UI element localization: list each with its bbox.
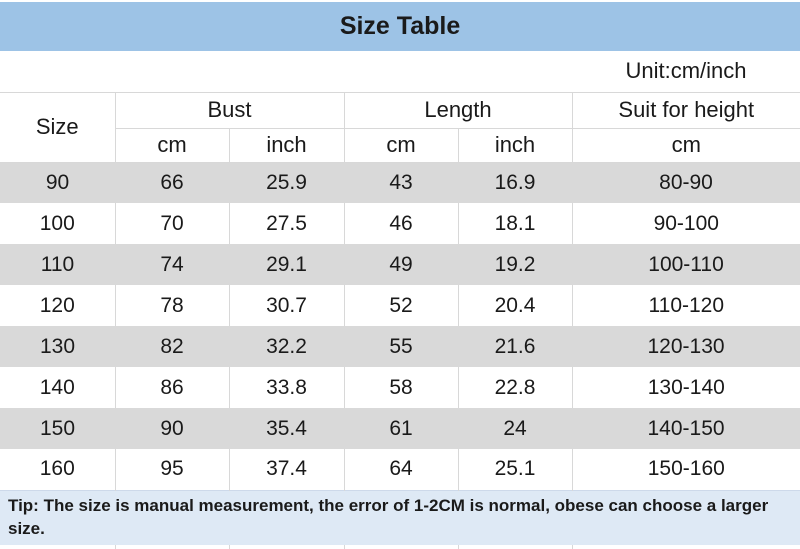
cell-length-inch: 18.1 (457, 203, 572, 244)
cell-length-cm: 55 (344, 326, 458, 367)
cell-bust-cm: 82 (115, 326, 229, 367)
col-header-suit-for-height: Suit for height (571, 91, 800, 129)
cell-height-cm: 90-100 (571, 203, 800, 244)
header-sub-row: cm inch cm inch cm (0, 127, 800, 163)
partial-row-cell (343, 544, 458, 549)
cell-bust-inch: 27.5 (228, 203, 344, 244)
cell-length-cm: 49 (344, 244, 458, 285)
subheader-bust-inch: inch (228, 127, 345, 163)
cell-height-cm: 110-120 (571, 285, 800, 326)
partial-next-row (0, 544, 800, 549)
cell-bust-inch: 29.1 (229, 244, 344, 285)
tip-note: Tip: The size is manual measurement, the… (0, 489, 800, 545)
cell-height-cm: 100-110 (572, 244, 800, 285)
cell-height-cm: 80-90 (572, 162, 800, 203)
size-rows: 90 66 25.9 43 16.9 80-90 100 70 27.5 46 … (0, 162, 800, 490)
cell-size: 100 (39, 211, 75, 235)
cell-bust-cm: 86 (114, 367, 229, 408)
subheader-length-inch: inch (457, 127, 573, 163)
cell-height-cm: 140-150 (572, 408, 800, 449)
tip-row: Tip: The size is manual measurement, the… (0, 489, 800, 545)
unit-row-spacer (0, 51, 572, 93)
col-header-size: Size (0, 91, 116, 163)
cell-length-inch: 22.8 (457, 367, 572, 408)
partial-row-cell (114, 544, 229, 549)
cell-bust-inch: 35.4 (229, 408, 344, 449)
cell-bust-inch: 25.9 (229, 162, 344, 203)
header-group-row: Size Bust Length Suit for height (0, 91, 800, 163)
cell-bust-inch: 33.8 (228, 367, 344, 408)
table-row: 140 86 33.8 58 22.8 130-140 (0, 367, 800, 408)
cell-size: 120 (39, 293, 75, 317)
cell-length-cm: 52 (343, 285, 458, 326)
cell-height-cm: 120-130 (572, 326, 800, 367)
title-row: Size Table (0, 2, 800, 51)
cell-length-cm: 64 (343, 449, 458, 490)
table-title: Size Table (0, 2, 800, 51)
cell-bust-inch: 37.4 (228, 449, 344, 490)
cell-size: 160 (39, 457, 75, 481)
subheader-length-cm: cm (343, 127, 459, 163)
unit-label: Unit:cm/inch (572, 51, 800, 93)
cell-bust-cm: 70 (114, 203, 229, 244)
partial-row-cell (0, 544, 115, 549)
col-header-bust: Bust (114, 91, 345, 129)
cell-bust-cm: 90 (115, 408, 229, 449)
cell-length-cm: 61 (344, 408, 458, 449)
cell-length-inch: 20.4 (457, 285, 572, 326)
cell-height-cm: 150-160 (571, 449, 800, 490)
cell-length-inch: 21.6 (458, 326, 572, 367)
partial-row-cell (571, 544, 800, 549)
partial-row-cell (457, 544, 572, 549)
table-row: 160 95 37.4 64 25.1 150-160 (0, 449, 800, 490)
cell-size: 140 (39, 375, 75, 399)
cell-length-inch: 25.1 (457, 449, 572, 490)
partial-row-cell (228, 544, 344, 549)
cell-length-inch: 24 (458, 408, 572, 449)
cell-length-cm: 46 (343, 203, 458, 244)
cell-bust-inch: 30.7 (228, 285, 344, 326)
cell-length-cm: 43 (344, 162, 458, 203)
cell-height-cm: 130-140 (571, 367, 800, 408)
table-row: 110 74 29.1 49 19.2 100-110 (0, 244, 800, 285)
unit-row: Unit:cm/inch (0, 51, 800, 93)
table-row: 90 66 25.9 43 16.9 80-90 (0, 162, 800, 203)
cell-size: 90 (0, 162, 115, 203)
table-row: 150 90 35.4 61 24 140-150 (0, 408, 800, 449)
subheader-height-cm: cm (571, 127, 800, 163)
col-header-length: Length (343, 91, 573, 129)
cell-bust-inch: 32.2 (229, 326, 344, 367)
subheader-bust-cm: cm (114, 127, 230, 163)
cell-length-inch: 16.9 (458, 162, 572, 203)
cell-bust-cm: 66 (115, 162, 229, 203)
cell-size: 110 (0, 244, 115, 285)
cell-bust-cm: 74 (115, 244, 229, 285)
cell-size: 150 (0, 408, 115, 449)
cell-bust-cm: 78 (114, 285, 229, 326)
cell-size: 130 (0, 326, 115, 367)
table-row: 130 82 32.2 55 21.6 120-130 (0, 326, 800, 367)
cell-bust-cm: 95 (114, 449, 229, 490)
table-row: 100 70 27.5 46 18.1 90-100 (0, 203, 800, 244)
table-row: 120 78 30.7 52 20.4 110-120 (0, 285, 800, 326)
cell-length-cm: 58 (343, 367, 458, 408)
cell-length-inch: 19.2 (458, 244, 572, 285)
